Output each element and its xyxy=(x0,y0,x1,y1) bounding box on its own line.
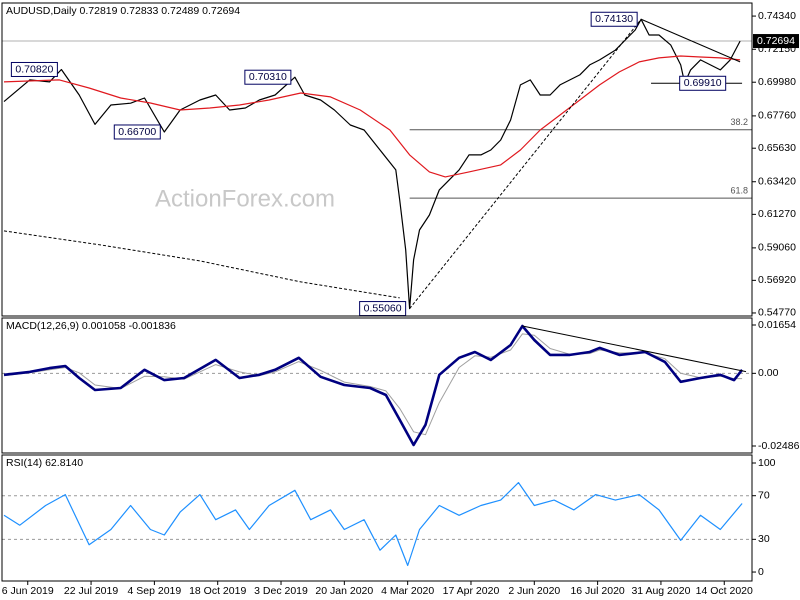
y-tick-label: 0 xyxy=(758,566,764,578)
y-tick-label: 0.56920 xyxy=(758,274,796,286)
plot-area xyxy=(2,482,752,567)
series-line xyxy=(3,230,400,299)
macd-panel xyxy=(1,317,753,454)
y-tick-label: -0.02486 xyxy=(758,440,800,452)
price-label-box xyxy=(590,11,638,27)
trendline xyxy=(640,18,741,63)
x-tick-label: 18 Oct 2019 xyxy=(189,585,246,597)
price-panel xyxy=(1,2,753,317)
plot-area xyxy=(2,18,752,310)
price-label-box xyxy=(10,61,58,77)
y-tick-label: 0.00 xyxy=(758,367,779,379)
price-label: 0.74130 xyxy=(595,13,633,25)
x-tick-label: 17 Apr 2020 xyxy=(443,585,500,597)
y-tick-label: 0.65630 xyxy=(758,142,796,154)
x-tick-label: 16 Jul 2020 xyxy=(570,585,624,597)
x-tick-label: 4 Sep 2019 xyxy=(128,585,182,597)
price-label: 0.55060 xyxy=(364,302,402,314)
x-tick-label: 14 Oct 2020 xyxy=(696,585,753,597)
y-tick-label: 70 xyxy=(758,489,770,501)
price-title: AUDUSD,Daily 0.72819 0.72833 0.72489 0.7… xyxy=(6,5,240,17)
x-tick-label: 22 Jul 2019 xyxy=(64,585,118,597)
price-label-box xyxy=(244,69,292,85)
x-tick-label: 4 Mar 2020 xyxy=(381,585,434,597)
x-tick-label: 31 Aug 2020 xyxy=(631,585,690,597)
y-tick-label: 0.61270 xyxy=(758,208,796,220)
last-price-box xyxy=(753,34,799,49)
price-label: 0.69910 xyxy=(684,77,722,89)
y-tick-label: 0.59060 xyxy=(758,242,796,254)
y-tick-label: 0.69980 xyxy=(758,76,796,88)
price-label-box xyxy=(679,75,727,91)
rsi-title: RSI(14) 62.8140 xyxy=(6,457,83,469)
y-tick-label: 0.01654 xyxy=(758,319,796,331)
watermark: ActionForex.com xyxy=(155,185,335,212)
macd-title: MACD(12,26,9) 0.001058 -0.001836 xyxy=(6,320,176,332)
fib-label: 61.8 xyxy=(730,185,748,195)
y-tick-label: 100 xyxy=(758,457,776,469)
plot-area xyxy=(2,324,752,447)
series-line xyxy=(3,324,744,447)
x-tick-label: 20 Jan 2020 xyxy=(315,585,373,597)
trendline xyxy=(409,18,642,309)
x-tick-label: 3 Dec 2019 xyxy=(254,585,308,597)
trendline xyxy=(522,325,747,373)
price-label: 0.66700 xyxy=(118,126,156,138)
y-tick-label: 0.67760 xyxy=(758,110,796,122)
price-label: 0.70820 xyxy=(15,63,53,75)
series-line xyxy=(3,18,741,310)
x-tick-label: 2 Jun 2020 xyxy=(508,585,560,597)
x-tick-label: 6 Jun 2019 xyxy=(2,585,54,597)
price-label: 0.70310 xyxy=(249,71,287,83)
series-line xyxy=(3,55,741,178)
rsi-panel xyxy=(1,454,753,582)
last-price-label: 0.72694 xyxy=(757,35,795,47)
y-tick-label: 0.74340 xyxy=(758,10,796,22)
y-tick-label: 30 xyxy=(758,533,770,545)
y-tick-label: 0.63420 xyxy=(758,176,796,188)
y-tick-label: 0.54770 xyxy=(758,307,796,319)
price-label-box xyxy=(113,124,161,140)
fib-label: 38.2 xyxy=(730,117,748,127)
series-line xyxy=(3,482,743,567)
